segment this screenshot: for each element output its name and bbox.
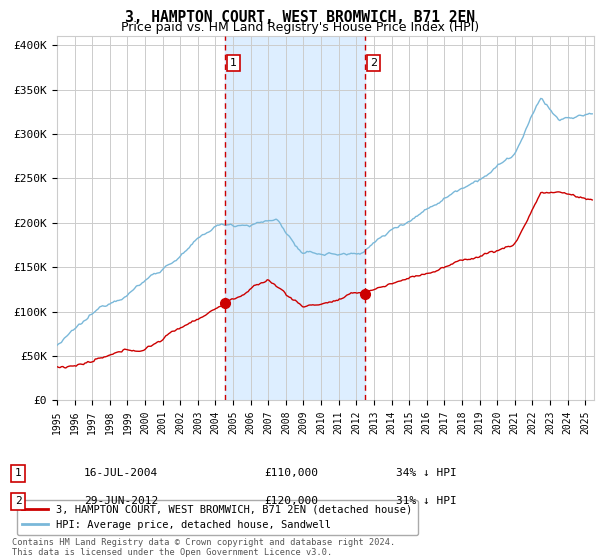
Text: Contains HM Land Registry data © Crown copyright and database right 2024.
This d: Contains HM Land Registry data © Crown c… — [12, 538, 395, 557]
Text: £120,000: £120,000 — [264, 496, 318, 506]
Text: 1: 1 — [230, 58, 237, 68]
Text: 16-JUL-2004: 16-JUL-2004 — [84, 468, 158, 478]
Text: 3, HAMPTON COURT, WEST BROMWICH, B71 2EN: 3, HAMPTON COURT, WEST BROMWICH, B71 2EN — [125, 10, 475, 25]
Text: Price paid vs. HM Land Registry's House Price Index (HPI): Price paid vs. HM Land Registry's House … — [121, 21, 479, 34]
Text: 1: 1 — [14, 468, 22, 478]
Text: 2: 2 — [370, 58, 377, 68]
Legend: 3, HAMPTON COURT, WEST BROMWICH, B71 2EN (detached house), HPI: Average price, d: 3, HAMPTON COURT, WEST BROMWICH, B71 2EN… — [17, 500, 418, 535]
Text: 2: 2 — [14, 496, 22, 506]
Bar — [225, 36, 365, 400]
Text: 31% ↓ HPI: 31% ↓ HPI — [396, 496, 457, 506]
Text: 34% ↓ HPI: 34% ↓ HPI — [396, 468, 457, 478]
Text: £110,000: £110,000 — [264, 468, 318, 478]
Text: 29-JUN-2012: 29-JUN-2012 — [84, 496, 158, 506]
